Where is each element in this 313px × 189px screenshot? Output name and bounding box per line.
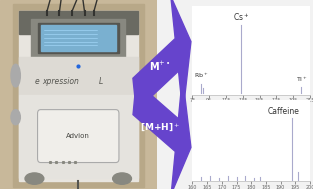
Bar — [19, 57, 138, 94]
Bar — [38, 23, 119, 53]
Text: Advion: Advion — [66, 133, 90, 139]
Bar — [31, 19, 125, 57]
Text: L: L — [99, 77, 103, 86]
Bar — [41, 25, 116, 51]
Text: xpression: xpression — [42, 77, 79, 86]
X-axis label: m/z: m/z — [246, 104, 256, 109]
Ellipse shape — [113, 173, 131, 184]
Ellipse shape — [11, 64, 20, 87]
Text: Rb$^+$: Rb$^+$ — [194, 71, 208, 80]
Bar — [19, 94, 138, 178]
Ellipse shape — [25, 173, 44, 184]
Text: e: e — [34, 77, 39, 86]
Polygon shape — [133, 0, 191, 113]
Text: Tl$^+$: Tl$^+$ — [296, 75, 307, 84]
Bar — [19, 11, 138, 34]
Text: [M+H]$^+$: [M+H]$^+$ — [140, 121, 180, 133]
Text: Cs$^+$: Cs$^+$ — [233, 11, 249, 23]
FancyBboxPatch shape — [38, 110, 119, 163]
Text: Caffeine: Caffeine — [268, 107, 300, 116]
Text: M$^{+\bullet}$: M$^{+\bullet}$ — [149, 60, 171, 73]
Bar — [13, 4, 144, 187]
Bar — [19, 11, 138, 181]
Polygon shape — [133, 76, 191, 189]
Ellipse shape — [11, 110, 20, 125]
